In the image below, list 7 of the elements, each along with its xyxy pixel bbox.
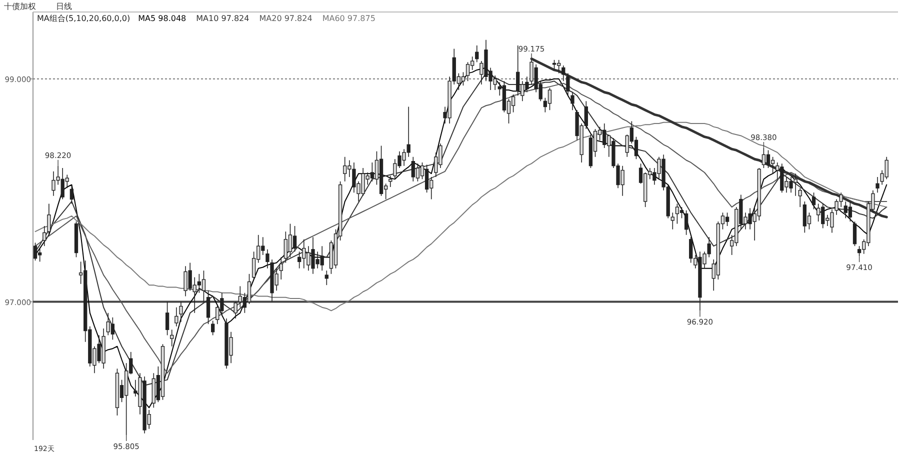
text: MA20 97.824 (259, 14, 312, 23)
text: MA60 97.875 (322, 14, 376, 23)
chart-subtitle: 日线 (56, 2, 72, 11)
text: MA10 97.824 (196, 14, 250, 23)
chart-title: 十债加权 (4, 2, 36, 11)
annotation: MA组合(5,10,20,60,0,0) (37, 14, 130, 23)
text: MA5 98.048 (138, 14, 186, 23)
